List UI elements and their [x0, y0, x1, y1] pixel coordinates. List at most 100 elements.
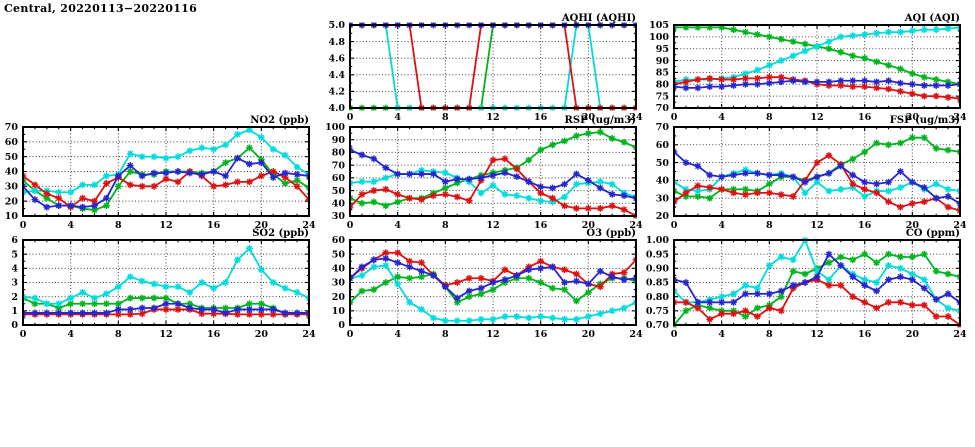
chart-o3: O3 (ppb) 0 10 20 30 40 50 60 0 4 8 12 16 20 24 — [332, 228, 643, 340]
y-tick-label: 0 — [11, 320, 18, 331]
y-tick-label: 70 — [656, 103, 670, 114]
y-tick-label: 0.95 — [646, 249, 669, 260]
x-tick-label: 16 — [858, 220, 872, 231]
y-tick-label: 0.85 — [646, 278, 669, 289]
x-tick-label: 16 — [207, 329, 221, 340]
y-tick-label: 0.80 — [646, 292, 670, 303]
y-tick-label: 4.4 — [328, 70, 345, 81]
y-tick-label: 80 — [332, 148, 346, 159]
y-tick-label: 5 — [11, 249, 18, 260]
x-tick-label: 12 — [486, 220, 499, 231]
y-tick-label: 100 — [325, 122, 345, 133]
x-tick-label: 20 — [906, 329, 920, 340]
x-tick-label: 24 — [302, 220, 316, 231]
chart-title: AQI (AQI) — [904, 13, 960, 24]
y-tick-label: 95 — [656, 44, 669, 55]
series-red-markers — [22, 306, 310, 318]
x-tick-label: 24 — [629, 220, 643, 231]
y-tick-label: 4.8 — [328, 37, 345, 48]
y-tick-label: 70 — [5, 122, 19, 133]
x-tick-label: 16 — [534, 112, 548, 123]
x-tick-label: 8 — [442, 112, 449, 123]
y-tick-label: 6 — [11, 235, 18, 246]
y-tick-label: 60 — [332, 173, 346, 184]
x-tick-label: 12 — [159, 329, 172, 340]
x-tick-label: 12 — [810, 220, 823, 231]
y-tick-label: 0.70 — [646, 320, 670, 331]
y-tick-label: 50 — [5, 152, 19, 163]
plot-border — [349, 126, 637, 217]
y-tick-label: 4.6 — [328, 53, 345, 64]
y-tick-label: 0.75 — [646, 306, 669, 317]
page-title: Central, 20220113−20220116 — [4, 2, 198, 15]
y-tick-label: 40 — [332, 264, 346, 275]
x-tick-label: 0 — [20, 220, 27, 231]
y-tick-label: 20 — [656, 211, 670, 222]
x-tick-label: 16 — [207, 220, 221, 231]
y-tick-label: 20 — [332, 292, 346, 303]
series-red — [673, 73, 961, 102]
y-tick-label: 60 — [332, 235, 346, 246]
y-tick-label: 1.00 — [646, 235, 670, 246]
y-tick-label: 30 — [5, 182, 19, 193]
y-tick-label: 100 — [649, 32, 669, 43]
x-tick-label: 16 — [534, 220, 548, 231]
x-tick-label: 0 — [671, 112, 678, 123]
x-tick-label: 4 — [718, 220, 725, 231]
y-tick-label: 50 — [332, 186, 346, 197]
x-tick-label: 0 — [347, 112, 354, 123]
x-tick-label: 4 — [718, 112, 725, 123]
y-tick-label: 70 — [656, 122, 670, 133]
x-tick-label: 8 — [766, 329, 773, 340]
plot-border — [349, 239, 637, 326]
x-tick-label: 4 — [394, 112, 401, 123]
y-tick-label: 4.2 — [328, 87, 345, 98]
y-tick-label: 50 — [656, 158, 670, 169]
x-tick-label: 12 — [486, 329, 499, 340]
x-tick-label: 24 — [629, 329, 643, 340]
series-blue — [349, 146, 637, 202]
y-tick-label: 90 — [656, 56, 670, 67]
y-tick-label: 50 — [332, 249, 346, 260]
x-tick-label: 0 — [671, 329, 678, 340]
y-tick-label: 30 — [332, 211, 346, 222]
x-tick-label: 20 — [582, 329, 596, 340]
x-tick-label: 0 — [347, 220, 354, 231]
grid-lines — [350, 25, 636, 108]
x-tick-label: 4 — [67, 329, 74, 340]
y-tick-label: 20 — [5, 196, 19, 207]
y-tick-label: 0.90 — [646, 264, 670, 275]
chart-title: AQHI (AQHI) — [561, 13, 636, 24]
x-tick-label: 20 — [582, 112, 596, 123]
x-tick-label: 4 — [67, 220, 74, 231]
series-cyan — [349, 262, 637, 325]
chart-title: NO2 (ppb) — [250, 115, 309, 126]
chart-title: RSP (ug/m3) — [565, 115, 636, 126]
x-tick-label: 20 — [906, 220, 920, 231]
x-tick-label: 20 — [582, 220, 596, 231]
x-tick-label: 20 — [906, 112, 920, 123]
y-tick-label: 70 — [332, 160, 346, 171]
x-tick-label: 0 — [20, 329, 27, 340]
chart-aqhi: AQHI (AQHI) 4.0 4.2 4.4 4.6 4.8 5.0 0 4 8 12 16 20 24 — [328, 13, 643, 123]
y-tick-label: 40 — [5, 167, 19, 178]
x-tick-label: 24 — [953, 112, 967, 123]
x-tick-label: 24 — [953, 329, 967, 340]
x-tick-label: 12 — [486, 112, 499, 123]
chart-title: SO2 (ppb) — [252, 228, 309, 239]
plot-border — [349, 24, 637, 109]
y-tick-label: 85 — [656, 68, 669, 79]
x-tick-label: 24 — [629, 112, 643, 123]
x-tick-label: 12 — [810, 329, 823, 340]
x-tick-label: 8 — [442, 329, 449, 340]
y-tick-label: 4 — [11, 264, 18, 275]
x-tick-label: 24 — [302, 329, 316, 340]
y-tick-label: 5.0 — [328, 20, 345, 31]
series-blue-markers — [349, 146, 637, 202]
x-tick-label: 16 — [534, 329, 548, 340]
x-tick-label: 24 — [953, 220, 967, 231]
plot-border — [673, 126, 961, 217]
